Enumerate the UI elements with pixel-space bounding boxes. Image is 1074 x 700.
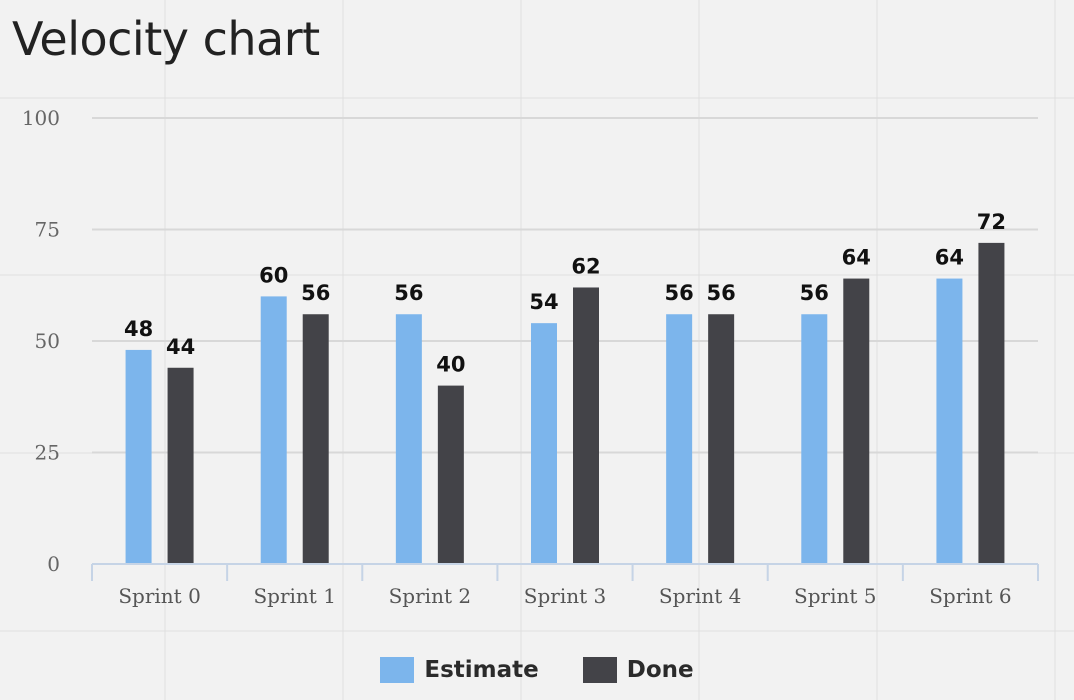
chart-title: Velocity chart — [12, 12, 320, 66]
x-tick-label: Sprint 4 — [659, 584, 741, 608]
data-label-estimate-6: 64 — [935, 246, 964, 270]
legend-label-done: Done — [626, 657, 694, 683]
data-labels: 48 44 60 56 56 40 54 62 56 56 56 64 64 72 — [124, 210, 1006, 377]
data-label-estimate-5: 56 — [800, 281, 829, 305]
legend-label-estimate: Estimate — [424, 657, 539, 683]
x-tick-label: Sprint 0 — [118, 584, 200, 608]
grid-lines — [92, 117, 1038, 454]
bar-done-1 — [302, 314, 329, 564]
data-label-estimate-4: 56 — [665, 281, 694, 305]
data-label-done-6: 72 — [977, 210, 1006, 234]
x-tick-label: Sprint 6 — [929, 584, 1011, 608]
legend-swatch-estimate — [380, 657, 415, 683]
bar-done-2 — [437, 385, 464, 564]
bars — [125, 242, 1005, 564]
data-label-done-5: 64 — [842, 246, 871, 270]
y-axis: 0 25 50 75 100 — [22, 106, 60, 576]
bar-done-6 — [978, 242, 1005, 564]
y-tick-label: 75 — [35, 218, 60, 242]
y-tick-label: 50 — [35, 329, 60, 353]
data-label-done-3: 62 — [571, 254, 600, 278]
bar-done-0 — [167, 367, 194, 564]
data-label-estimate-1: 60 — [259, 263, 288, 287]
x-axis: Sprint 0 Sprint 1 Sprint 2 Sprint 3 Sprint 4… — [91, 563, 1039, 608]
bar-done-3 — [573, 287, 599, 564]
legend-swatch-done — [582, 657, 617, 683]
data-label-done-4: 56 — [707, 281, 736, 305]
x-tick-label: Sprint 1 — [253, 584, 335, 608]
bar-estimate-0 — [125, 349, 152, 564]
legend: Estimate Done — [0, 652, 1074, 688]
bar-estimate-1 — [260, 296, 287, 564]
x-tick-label: Sprint 2 — [389, 584, 471, 608]
bar-estimate-2 — [395, 314, 422, 564]
bar-estimate-6 — [936, 278, 963, 564]
data-label-done-1: 56 — [301, 281, 330, 305]
y-tick-label: 0 — [47, 552, 60, 576]
x-tick-label: Sprint 3 — [524, 584, 606, 608]
data-label-estimate-0: 48 — [124, 317, 153, 341]
legend-item-estimate[interactable]: Estimate — [380, 657, 539, 683]
data-label-estimate-2: 56 — [394, 281, 423, 305]
legend-item-done[interactable]: Done — [582, 657, 694, 683]
data-label-estimate-3: 54 — [529, 290, 558, 314]
bar-estimate-4 — [666, 314, 693, 564]
bar-estimate-5 — [801, 314, 828, 564]
x-tick-label: Sprint 5 — [794, 584, 876, 608]
bar-estimate-3 — [531, 323, 557, 564]
data-label-done-0: 44 — [166, 335, 195, 359]
y-tick-label: 100 — [22, 106, 60, 130]
y-tick-label: 25 — [35, 441, 60, 465]
data-label-done-2: 40 — [436, 353, 465, 377]
bar-done-5 — [843, 278, 870, 564]
bar-done-4 — [708, 314, 735, 564]
